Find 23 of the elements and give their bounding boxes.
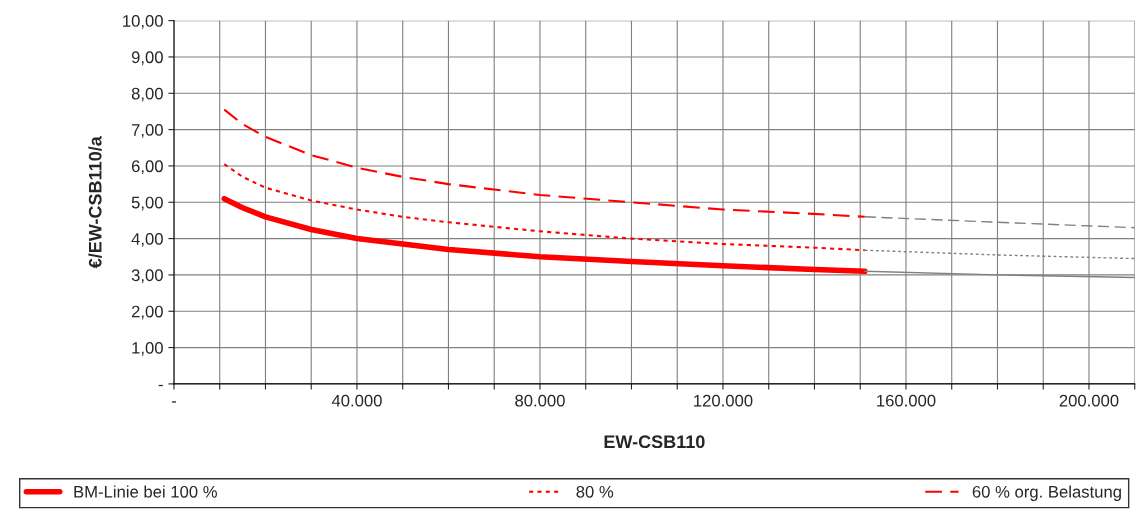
x-tick-label: 120.000: [694, 394, 753, 407]
x-tick-label: 160.000: [877, 394, 936, 407]
legend-label: 60 % org. Belastung: [972, 485, 1121, 501]
line-series: [223, 163, 866, 252]
y-tick-label: 1,00: [132, 341, 163, 356]
y-tick-label: -: [158, 384, 163, 387]
line-series: [223, 108, 866, 218]
legend-label: 80 %: [576, 485, 614, 498]
x-tick-label: 200.000: [1059, 394, 1119, 407]
x-tick-label: 40.000: [331, 394, 382, 407]
y-tick-label: 5,00: [131, 196, 163, 211]
y-tick-label: 6,00: [131, 160, 163, 175]
y-tick-label: 7,00: [131, 124, 163, 138]
y-tick-label: 3,00: [131, 269, 163, 284]
y-tick-label: 8,00: [131, 87, 163, 102]
x-axis-title: EW-CSB110: [604, 435, 705, 449]
x-tick-label: 80.000: [515, 394, 565, 407]
y-axis-title: €/EW-CSB110/a: [88, 136, 102, 269]
y-tick-label: 4,00: [131, 233, 163, 247]
y-tick-label: 2,00: [131, 305, 163, 320]
y-tick-label: 10,00: [123, 15, 163, 29]
legend-label: BM-Linie bei 100 %: [74, 485, 217, 498]
y-tick-label: 9,00: [131, 51, 163, 66]
